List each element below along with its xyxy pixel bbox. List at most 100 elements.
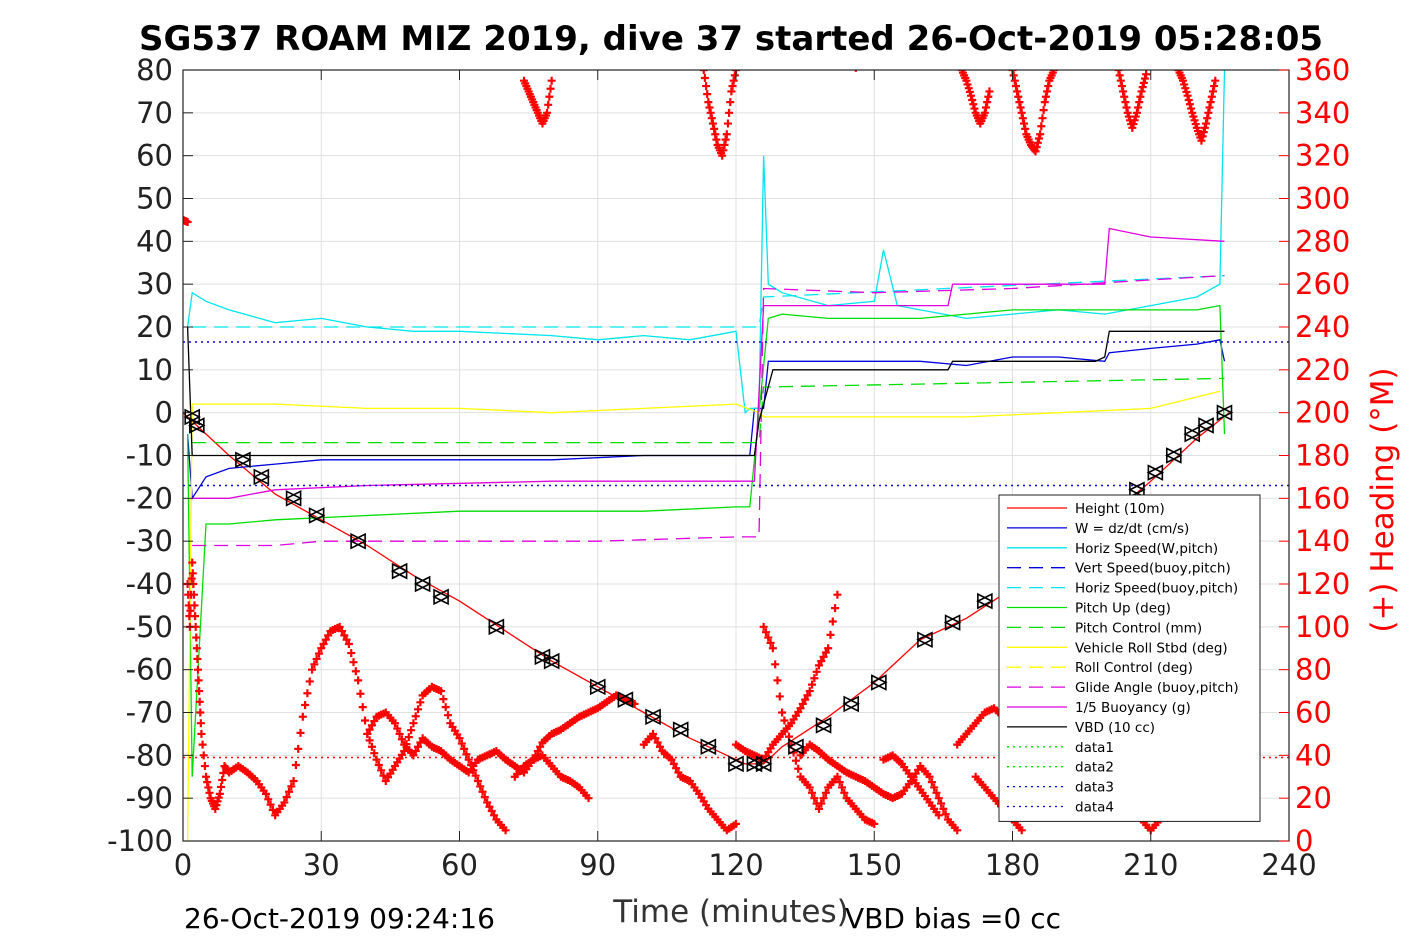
heading-marker (828, 617, 837, 626)
gc-marker-left (870, 674, 887, 691)
y-tick-label: 0 (155, 396, 173, 430)
right-y-tick-label: 360 (1295, 53, 1350, 87)
heading-marker (404, 733, 413, 742)
heading-marker (365, 736, 374, 745)
heading-marker (702, 82, 711, 91)
heading-marker (1203, 114, 1212, 123)
heading-marker (268, 805, 277, 814)
heading-marker (443, 711, 452, 720)
heading-marker (414, 742, 423, 751)
heading-marker (464, 755, 473, 764)
heading-marker (483, 798, 492, 807)
heading-marker (819, 794, 828, 803)
heading-marker (1138, 83, 1147, 92)
heading-marker (970, 104, 979, 113)
y-tick-label: -60 (126, 653, 173, 687)
heading-marker (814, 804, 823, 813)
legend-label: Pitch Up (deg) (1075, 601, 1171, 617)
right-y-tick-label: 180 (1295, 439, 1350, 473)
heading-marker (937, 799, 946, 808)
heading-marker (192, 644, 201, 653)
heading-marker (284, 787, 293, 796)
gc-marker-left (1215, 404, 1233, 421)
heading-marker (761, 628, 770, 637)
heading-marker (218, 775, 227, 784)
y-tick-label: 70 (136, 96, 173, 130)
right-y-tick-label: 300 (1295, 182, 1350, 216)
chart-title: SG537 ROAM MIZ 2019, dive 37 started 26-… (139, 19, 1323, 59)
right-y-tick-label: 320 (1295, 139, 1350, 173)
heading-marker (291, 760, 300, 769)
heading-marker (1016, 103, 1025, 112)
heading-marker (699, 70, 708, 74)
series-line (192, 274, 1225, 328)
heading-marker (374, 760, 383, 769)
heading-marker (1122, 103, 1131, 112)
right-y-tick-label: 120 (1295, 567, 1350, 601)
heading-marker (930, 783, 939, 792)
heading-marker (934, 811, 943, 820)
gc-marker-left (842, 695, 860, 713)
x-tick-label: 240 (1261, 848, 1316, 882)
legend-label: Glide Angle (buoy,pitch) (1075, 680, 1239, 696)
heading-marker (833, 772, 842, 781)
y-tick-label: 60 (136, 139, 173, 173)
heading-marker (808, 788, 817, 797)
heading-marker (1032, 143, 1041, 152)
heading-marker (298, 712, 307, 721)
heading-marker (810, 794, 819, 803)
heading-marker (768, 644, 777, 653)
heading-marker (203, 778, 212, 787)
heading-marker (983, 98, 992, 107)
heading-marker (780, 716, 789, 725)
heading-marker (280, 798, 289, 807)
heading-marker (205, 788, 214, 797)
heading-marker (478, 787, 487, 796)
heading-marker (365, 725, 374, 734)
heading-marker (710, 124, 719, 133)
legend-label: VBD (10 cc) (1075, 720, 1155, 736)
gc-marker-left (188, 417, 205, 434)
heading-marker (805, 687, 814, 696)
gc-marker-left (1183, 425, 1201, 443)
heading-marker (1184, 95, 1193, 104)
x-tick-label: 90 (579, 848, 616, 882)
gc-marker-left (252, 468, 270, 486)
heading-marker (1140, 74, 1149, 83)
heading-marker (727, 87, 736, 96)
heading-marker (1117, 82, 1126, 91)
heading-marker (1021, 124, 1030, 133)
heading-marker (358, 703, 367, 712)
legend-label: data2 (1075, 760, 1114, 776)
heading-marker (480, 793, 489, 802)
x-tick-label: 180 (985, 848, 1040, 882)
heading-marker (457, 739, 466, 748)
heading-marker (1020, 119, 1029, 128)
heading-marker (720, 140, 729, 149)
heading-marker (395, 729, 404, 738)
heading-marker (361, 716, 370, 725)
heading-marker (354, 676, 363, 685)
legend-label: Pitch Control (mm) (1075, 620, 1202, 636)
footer-timestamp: 26-Oct-2019 09:24:16 (184, 902, 495, 935)
series-line (192, 274, 1225, 547)
gc-marker-left (349, 532, 366, 550)
heading-marker (805, 783, 814, 792)
gc-marker-left (671, 721, 689, 738)
heading-marker (833, 590, 842, 599)
heading-marker (289, 777, 298, 786)
heading-marker (778, 708, 787, 717)
heading-marker (1134, 103, 1143, 112)
heading-marker (215, 789, 224, 798)
heading-marker (1040, 98, 1049, 107)
heading-marker (183, 218, 192, 227)
heading-marker (536, 742, 545, 751)
y-tick-label: 40 (136, 224, 173, 258)
heading-marker (460, 744, 469, 753)
heading-marker (934, 794, 943, 803)
heading-marker (803, 691, 812, 700)
heading-marker (409, 751, 418, 760)
heading-marker (439, 695, 448, 704)
heading-marker (337, 627, 346, 636)
